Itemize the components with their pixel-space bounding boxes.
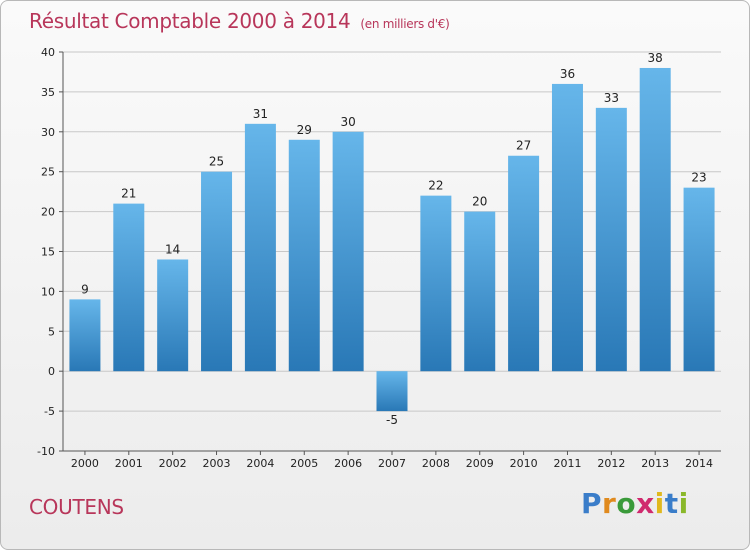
x-tick-label: 2000 bbox=[71, 457, 99, 470]
bar-2011 bbox=[551, 83, 583, 372]
logo-letter: x bbox=[636, 487, 655, 520]
data-label-2005: 29 bbox=[297, 123, 312, 137]
data-label-2006: 30 bbox=[340, 115, 355, 129]
x-tick-label: 2013 bbox=[641, 457, 669, 470]
data-label-2012: 33 bbox=[604, 91, 619, 105]
data-label-2009: 20 bbox=[472, 195, 487, 209]
data-label-2007: -5 bbox=[386, 413, 398, 427]
y-tick-label: 5 bbox=[48, 325, 55, 338]
data-labels: 9 21 14 25 31 29 30 -5 22 20 27 36 33 38 23 bbox=[81, 51, 707, 427]
x-tick-label: 2006 bbox=[334, 457, 362, 470]
commune-name: COUTENS bbox=[29, 495, 124, 519]
logo-letter: i bbox=[678, 487, 689, 520]
y-tick-label: 40 bbox=[41, 46, 55, 59]
x-tick-label: 2008 bbox=[422, 457, 450, 470]
chart-title: Résultat Comptable 2000 à 2014 (en millie… bbox=[29, 9, 450, 33]
x-tick-label: 2003 bbox=[203, 457, 231, 470]
data-label-2000: 9 bbox=[81, 282, 89, 296]
bar-2006 bbox=[332, 131, 364, 372]
data-label-2014: 23 bbox=[691, 171, 706, 185]
data-label-2003: 25 bbox=[209, 155, 224, 169]
y-tick-label: -10 bbox=[37, 445, 55, 458]
data-label-2004: 31 bbox=[253, 107, 268, 121]
data-label-2001: 21 bbox=[121, 187, 136, 201]
logo-letter: i bbox=[654, 487, 665, 520]
data-label-2008: 22 bbox=[428, 179, 443, 193]
bar-2009 bbox=[464, 211, 496, 372]
y-tick-label: 35 bbox=[41, 86, 55, 99]
y-axis: -10 -5 0 5 10 15 20 25 30 35 40 bbox=[37, 46, 64, 458]
x-tick-label: 2001 bbox=[115, 457, 143, 470]
bar-2003 bbox=[201, 171, 233, 372]
proxiti-logo[interactable]: Proxiti bbox=[581, 487, 689, 520]
x-tick-label: 2009 bbox=[466, 457, 494, 470]
y-tick-label: 20 bbox=[41, 206, 55, 219]
x-tick-label: 2007 bbox=[378, 457, 406, 470]
logo-letter: r bbox=[602, 487, 617, 520]
bars bbox=[69, 67, 715, 412]
bar-2010 bbox=[508, 155, 540, 372]
y-tick-label: -5 bbox=[44, 405, 55, 418]
bar-2007 bbox=[376, 371, 408, 412]
y-tick-label: 25 bbox=[41, 166, 55, 179]
x-tick-label: 2010 bbox=[510, 457, 538, 470]
bar-2013 bbox=[639, 67, 671, 372]
x-tick-label: 2005 bbox=[290, 457, 318, 470]
y-tick-label: 30 bbox=[41, 126, 55, 139]
data-label-2011: 36 bbox=[560, 67, 575, 81]
x-tick-label: 2004 bbox=[246, 457, 274, 470]
data-label-2010: 27 bbox=[516, 139, 531, 153]
chart-title-text: Résultat Comptable 2000 à 2014 bbox=[29, 9, 351, 33]
x-tick-label: 2011 bbox=[553, 457, 581, 470]
bar-2014 bbox=[683, 187, 715, 372]
x-tick-label: 2014 bbox=[685, 457, 713, 470]
data-label-2002: 14 bbox=[165, 242, 180, 256]
x-tick-label: 2002 bbox=[159, 457, 187, 470]
x-tick-label: 2012 bbox=[597, 457, 625, 470]
y-tick-label: 15 bbox=[41, 246, 55, 259]
bar-2004 bbox=[244, 123, 276, 372]
bar-2000 bbox=[69, 299, 101, 372]
x-axis: 2000 2001 2002 2003 2004 2005 2006 2007 2008 2009… bbox=[63, 450, 721, 470]
chart-unit: (en milliers d'€) bbox=[360, 17, 450, 31]
bar-2012 bbox=[595, 107, 627, 372]
logo-letter: P bbox=[581, 487, 603, 520]
bar-2008 bbox=[420, 195, 452, 372]
bar-2002 bbox=[157, 259, 189, 372]
logo-letter: t bbox=[664, 487, 679, 520]
data-label-2013: 38 bbox=[648, 51, 663, 65]
y-tick-label: 0 bbox=[48, 365, 55, 378]
y-tick-label: 10 bbox=[41, 285, 55, 298]
logo-letter: o bbox=[616, 487, 637, 520]
bar-2005 bbox=[288, 139, 320, 372]
bar-2001 bbox=[113, 203, 145, 372]
